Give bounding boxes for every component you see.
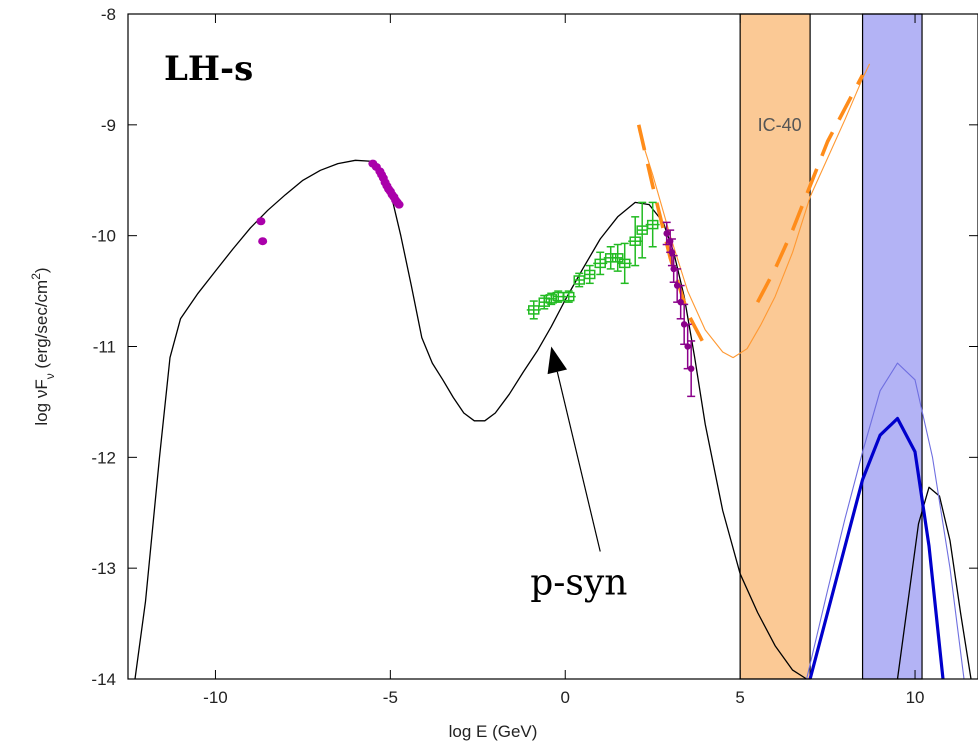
- tev-dot: [684, 343, 691, 350]
- axis-ticks: -10 -5 0 5 10 -14 -13 -12 -11 -10 -9 -8: [91, 5, 978, 707]
- energy-bands: [739, 13, 923, 680]
- tev-point: [667, 238, 676, 267]
- tev-dot: [668, 249, 676, 256]
- series-4-line: [756, 74, 865, 304]
- series-1-line: [896, 486, 972, 680]
- xray-point: [545, 292, 558, 306]
- band-1: [861, 13, 923, 680]
- xray-point: [573, 272, 585, 288]
- model-label: LH-s: [164, 49, 253, 89]
- x-axis-label: log E (GeV): [449, 722, 538, 741]
- y-tick-label: -11: [93, 338, 116, 357]
- xray-box: [562, 291, 575, 302]
- x-tick-label: 5: [735, 688, 744, 707]
- model-curves: [134, 63, 972, 680]
- xray-point: [593, 251, 608, 276]
- xray-point: [645, 201, 660, 248]
- tev-point: [687, 340, 696, 398]
- xray-box: [629, 236, 641, 246]
- optical-point: [258, 237, 268, 246]
- annotation-label: p-syn: [530, 563, 627, 604]
- arrow-head: [547, 346, 568, 375]
- y-tick-label: -14: [91, 670, 116, 689]
- x-tick-label: 10: [906, 688, 925, 707]
- series-2-line: [638, 63, 871, 359]
- y-axis-label-sub: ν: [43, 373, 57, 379]
- y-axis-label-unit: (erg/sec/cm: [32, 280, 51, 374]
- tev-dot: [687, 365, 695, 372]
- band-label: IC-40: [758, 115, 802, 135]
- optical-point: [256, 217, 266, 226]
- y-axis-label: log νFν (erg/sec/cm2): [29, 267, 57, 425]
- xray-point: [526, 300, 541, 320]
- data-points: [256, 159, 696, 398]
- y-tick-label: -9: [101, 116, 116, 135]
- y-axis-label-close: ): [32, 267, 51, 273]
- xray-point: [617, 242, 632, 285]
- xray-box: [594, 258, 606, 269]
- xray-box: [583, 269, 596, 280]
- series-6-line: [808, 416, 945, 680]
- xray-box: [636, 225, 648, 235]
- optical-point: [394, 200, 404, 209]
- y-tick-label: -13: [91, 559, 116, 578]
- xray-box: [528, 305, 540, 315]
- xray-box: [611, 253, 624, 263]
- series-0-line: [134, 159, 807, 680]
- xray-point: [561, 290, 576, 303]
- xray-point: [628, 216, 643, 267]
- y-axis-label-main: log νF: [32, 379, 51, 425]
- tev-point: [683, 323, 692, 370]
- xray-point: [583, 264, 596, 285]
- x-tick-label: 0: [561, 688, 570, 707]
- annotation-arrow: [547, 346, 601, 552]
- tev-dot: [663, 230, 670, 237]
- arrow-shaft: [556, 371, 601, 552]
- y-tick-label: -10: [91, 227, 116, 246]
- tev-point: [662, 221, 671, 246]
- xray-point: [611, 243, 624, 272]
- xray-box: [618, 258, 631, 269]
- y-axis-label-sup: 2: [29, 273, 43, 280]
- x-tick-label: -10: [203, 688, 228, 707]
- y-tick-label: -8: [101, 5, 116, 24]
- xray-point: [636, 201, 648, 259]
- series-5-line: [806, 362, 965, 680]
- tev-point: [676, 284, 685, 320]
- band-0: [739, 13, 811, 680]
- xray-box: [646, 219, 659, 230]
- x-tick-label: -5: [383, 688, 398, 707]
- xray-box: [573, 275, 585, 285]
- xray-box: [545, 294, 558, 304]
- y-tick-label: -12: [91, 448, 116, 467]
